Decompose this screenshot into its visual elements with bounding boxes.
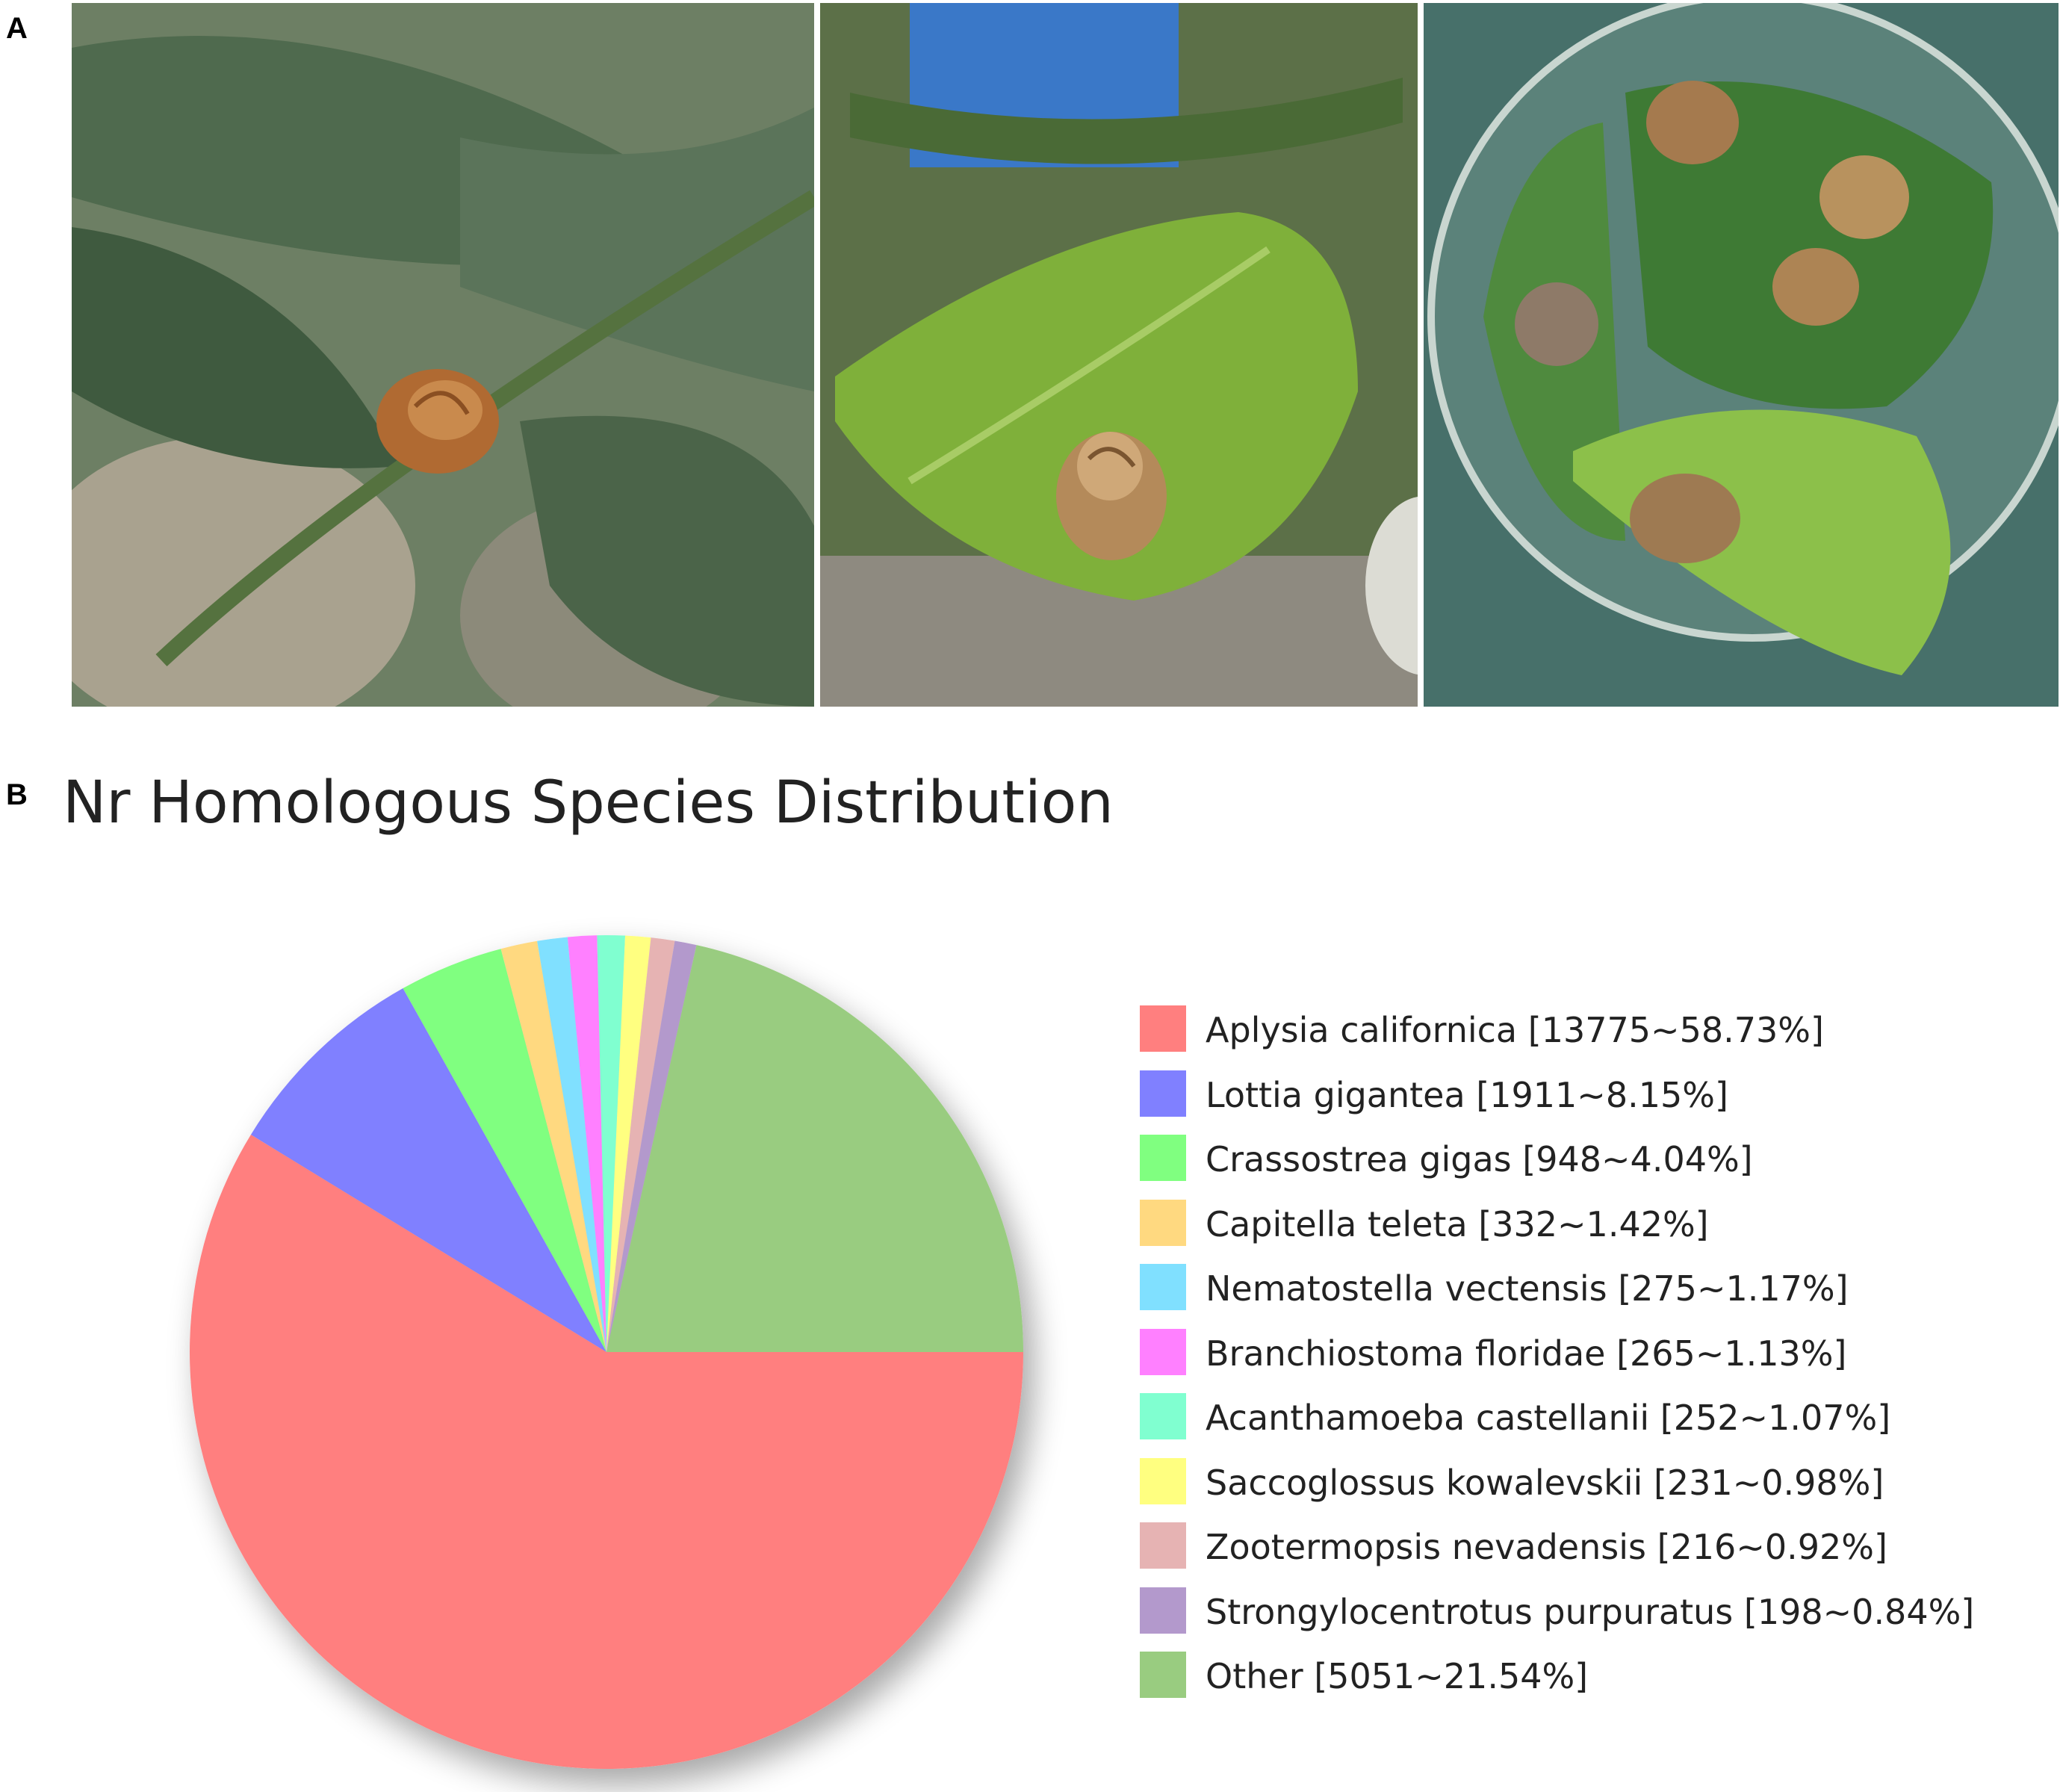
legend-label: Strongylocentrotus purpuratus [198~0.84%… [1206,1591,1975,1632]
snail-on-branch-photo [72,3,814,707]
legend-swatch [1140,1393,1186,1439]
pie-slice-other [606,945,1023,1352]
pie-slice-capitella-teleta [500,940,606,1352]
legend-label: Acanthamoeba castellanii [252~1.07%] [1206,1398,1891,1438]
legend-swatch [1140,1199,1186,1246]
legend-label: Aplysia californica [13775~58.73%] [1206,1010,1824,1050]
legend-swatch [1140,1070,1186,1117]
pie-chart [189,934,1023,1770]
pie-slice-lottia-gigantea [250,988,606,1352]
legend-swatch [1140,1457,1186,1504]
legend-swatch [1140,1135,1186,1181]
pie-slice-saccoglossus-kowalevskii [606,935,651,1352]
legend-swatch [1140,1328,1186,1375]
pie-slice-zootermopsis-nevadensis [606,937,675,1352]
pie-slice-aplysia-californica [189,1134,1023,1770]
legend-label: Lottia gigantea [1911~8.15%] [1206,1074,1728,1115]
legend-swatch [1140,1522,1186,1569]
legend-label: Nematostella vectensis [275~1.17%] [1206,1268,1849,1309]
legend-label: Other [5051~21.54%] [1206,1656,1589,1696]
pie-slice-crassostrea-gigas [403,949,606,1352]
legend-swatch [1140,1264,1186,1310]
pie-slices [189,934,1023,1770]
legend-label: Crassostrea gigas [948~4.04%] [1206,1139,1753,1179]
snails-in-petri-dish-photo [1424,3,2059,707]
pie-slice-branchiostoma-floridae [567,935,606,1352]
pie-slice-acanthamoeba-castellanii [597,934,626,1352]
legend-swatch [1140,1587,1186,1634]
legend-label: Capitella teleta [332~1.42%] [1206,1203,1709,1244]
legend-label: Saccoglossus kowalevskii [231~0.98%] [1206,1462,1884,1503]
legend-swatch [1140,1005,1186,1052]
legend-swatch [1140,1652,1186,1698]
pie-slice-strongylocentrotus-purpuratus [606,940,697,1352]
chart-title: Nr Homologous Species Distribution [63,769,1114,837]
legend-label: Branchiostoma floridae [265~1.13%] [1206,1333,1847,1374]
snail-on-leaf-photo [820,3,1418,707]
panel-label-b: B [6,778,28,811]
legend-label: Zootermopsis nevadensis [216~0.92%] [1206,1527,1887,1567]
panel-label-a: A [6,12,28,45]
pie-slice-nematostella-vectensis [537,937,606,1352]
